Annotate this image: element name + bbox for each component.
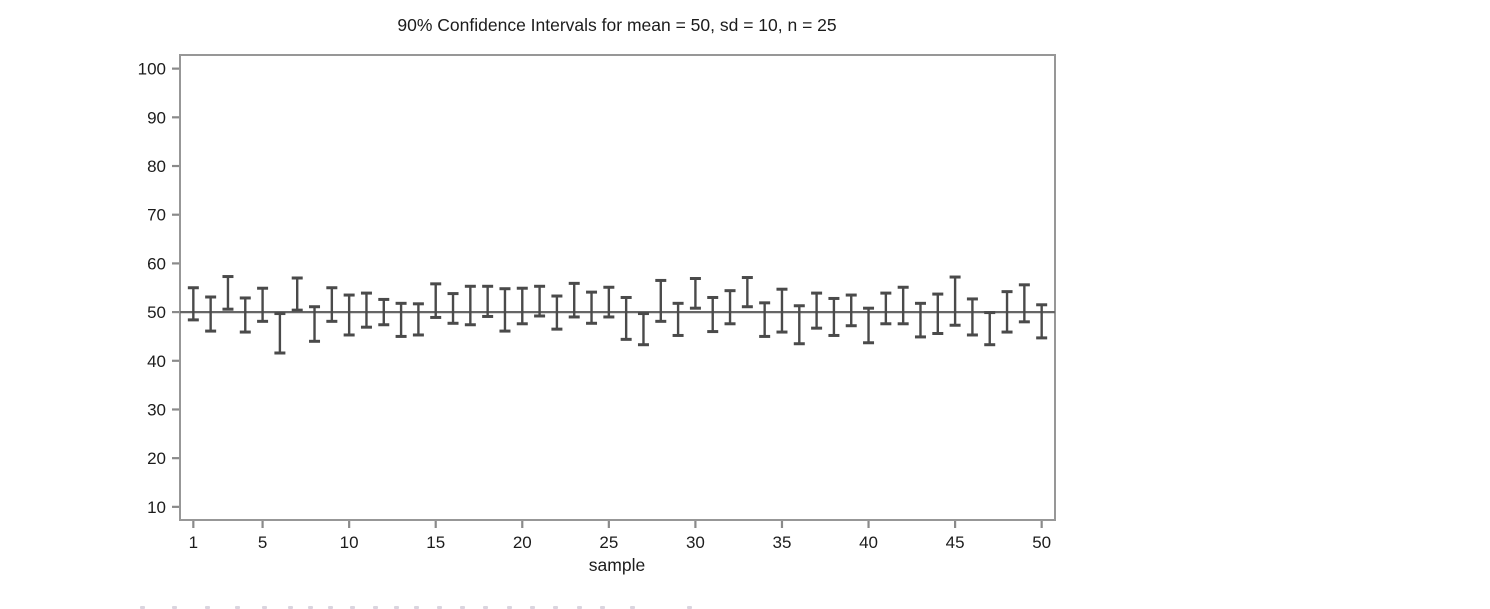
- cropped-text-mark: [328, 606, 333, 609]
- cropped-text-mark: [600, 606, 605, 609]
- y-tick-label: 40: [147, 352, 166, 371]
- cropped-text-mark: [553, 606, 558, 609]
- cropped-text-mark: [172, 606, 177, 609]
- cropped-text-mark: [630, 606, 635, 609]
- y-tick-label: 80: [147, 157, 166, 176]
- cropped-text-mark: [205, 606, 210, 609]
- chart-title: 90% Confidence Intervals for mean = 50, …: [397, 15, 836, 35]
- cropped-text-mark: [350, 606, 355, 609]
- y-tick-label: 90: [147, 108, 166, 127]
- cropped-text-mark: [373, 606, 378, 609]
- cropped-text-mark: [483, 606, 488, 609]
- cropped-text-mark: [262, 606, 267, 609]
- x-tick-label: 35: [773, 533, 792, 552]
- cropped-text-mark: [235, 606, 240, 609]
- y-tick-label: 60: [147, 254, 166, 273]
- x-tick-label: 5: [258, 533, 267, 552]
- x-tick-label: 15: [426, 533, 445, 552]
- cropped-text-mark: [308, 606, 313, 609]
- x-tick-label: 45: [946, 533, 965, 552]
- cropped-text-fragments: [0, 605, 1490, 609]
- y-tick-label: 30: [147, 400, 166, 419]
- x-tick-label: 30: [686, 533, 705, 552]
- x-tick-label: 20: [513, 533, 532, 552]
- y-tick-label: 50: [147, 303, 166, 322]
- y-tick-label: 70: [147, 206, 166, 225]
- cropped-text-mark: [414, 606, 419, 609]
- cropped-text-mark: [437, 606, 442, 609]
- cropped-text-mark: [394, 606, 399, 609]
- x-axis-label: sample: [589, 555, 645, 575]
- cropped-text-mark: [140, 606, 145, 609]
- confidence-intervals-chart: 90% Confidence Intervals for mean = 50, …: [138, 15, 1056, 575]
- plot-frame: [179, 54, 1056, 521]
- cropped-text-mark: [507, 606, 512, 609]
- cropped-text-mark: [460, 606, 465, 609]
- x-tick-label: 10: [340, 533, 359, 552]
- x-tick-label: 1: [189, 533, 198, 552]
- cropped-text-mark: [577, 606, 582, 609]
- x-tick-label: 50: [1032, 533, 1051, 552]
- y-tick-label: 20: [147, 449, 166, 468]
- cropped-text-mark: [288, 606, 293, 609]
- x-tick-label: 25: [599, 533, 618, 552]
- x-tick-label: 40: [859, 533, 878, 552]
- cropped-text-mark: [530, 606, 535, 609]
- y-tick-label: 100: [138, 60, 166, 79]
- cropped-text-mark: [687, 606, 692, 609]
- y-tick-label: 10: [147, 498, 166, 517]
